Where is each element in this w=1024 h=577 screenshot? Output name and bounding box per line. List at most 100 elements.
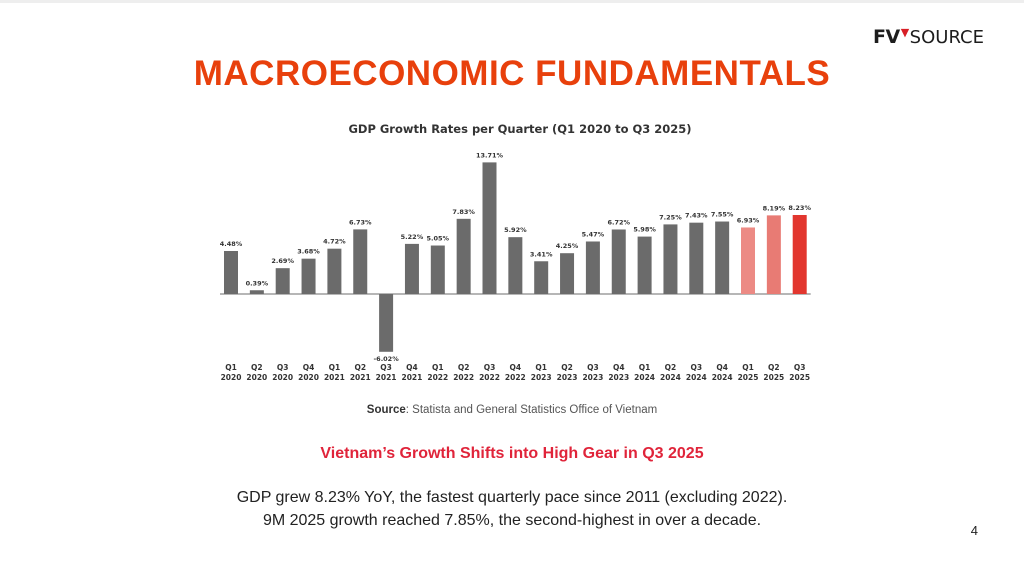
tick-year-9: 2022 [453,373,474,382]
tick-year-17: 2024 [660,373,681,382]
tick-quarter-5: Q2 [354,363,366,372]
data-label-4: 4.72% [323,238,346,246]
tick-year-7: 2021 [402,373,423,382]
bar-19 [715,221,730,294]
tick-year-14: 2023 [582,373,603,382]
tick-quarter-4: Q1 [329,363,341,372]
tick-quarter-19: Q4 [716,363,728,372]
tick-quarter-18: Q3 [690,363,702,372]
tick-quarter-17: Q2 [665,363,677,372]
data-label-6: -6.02% [373,355,399,363]
logo-prefix: FV [873,26,900,48]
data-label-18: 7.43% [685,212,708,220]
bar-6 [379,294,394,352]
tick-year-12: 2023 [531,373,552,382]
data-label-17: 7.25% [659,213,682,221]
data-label-20: 6.93% [737,216,760,224]
body-line-2: 9M 2025 growth reached 7.85%, the second… [262,512,762,529]
chart-title: GDP Growth Rates per Quarter (Q1 2020 to… [348,122,691,136]
bar-4 [327,248,342,294]
tick-quarter-21: Q2 [768,363,780,372]
tick-quarter-13: Q2 [561,363,573,372]
tick-year-21: 2025 [763,373,784,382]
data-label-0: 4.48% [220,240,243,248]
tick-year-3: 2020 [298,373,319,382]
logo-chevron-icon: ▼ [900,25,909,39]
tick-year-8: 2022 [427,373,448,382]
source-text: : Statista and General Statistics Office… [405,404,658,416]
source-label: Source [366,404,406,416]
bar-3 [301,258,316,294]
body-line-1: GDP grew 8.23% YoY, the fastest quarterl… [236,489,788,506]
bar-18 [689,222,704,294]
bar-21 [766,215,781,294]
bar-13 [560,253,575,294]
tick-year-19: 2024 [712,373,733,382]
tick-quarter-22: Q3 [794,363,806,372]
gdp-growth-chart: GDP Growth Rates per Quarter (Q1 2020 to… [220,118,820,388]
bar-14 [585,241,600,294]
logo-suffix: SOURCE [909,26,984,48]
top-divider [0,0,1024,3]
bar-10 [482,162,497,294]
bar-7 [404,243,419,294]
tick-quarter-9: Q2 [458,363,470,372]
tick-quarter-1: Q2 [251,363,263,372]
tick-year-13: 2023 [557,373,578,382]
tick-year-10: 2022 [479,373,500,382]
tick-year-5: 2021 [350,373,371,382]
bar-9 [456,218,471,294]
insight-subtitle: Vietnam’s Growth Shifts into High Gear i… [320,445,704,462]
bar-20 [741,227,755,294]
data-label-14: 5.47% [582,230,605,238]
tick-quarter-10: Q3 [484,363,496,372]
page-title: MACROECONOMIC FUNDAMENTALS [193,54,831,93]
tick-year-20: 2025 [738,373,759,382]
data-label-19: 7.55% [711,211,734,219]
bar-12 [534,261,549,294]
tick-year-6: 2021 [376,373,397,382]
insight-body: GDP grew 8.23% YoY, the fastest quarterl… [0,486,1024,532]
data-label-2: 2.69% [271,257,294,265]
data-label-8: 5.05% [427,235,450,243]
bar-5 [353,229,368,294]
bar-22 [792,214,807,294]
tick-year-4: 2021 [324,373,345,382]
tick-year-0: 2020 [221,373,242,382]
data-label-16: 5.98% [633,226,656,234]
chart-svg: GDP Growth Rates per Quarter (Q1 2020 to… [220,122,812,382]
tick-year-15: 2023 [608,373,629,382]
data-label-3: 3.68% [297,248,320,256]
bar-8 [430,245,445,294]
tick-quarter-3: Q4 [303,363,315,372]
tick-quarter-7: Q4 [406,363,418,372]
data-label-13: 4.25% [556,242,579,250]
tick-year-16: 2024 [634,373,655,382]
data-label-9: 7.83% [452,208,475,216]
source-note: Source: Statista and General Statistics … [0,404,1024,416]
data-label-12: 3.41% [530,250,553,258]
data-label-7: 5.22% [401,233,424,241]
tick-year-11: 2022 [505,373,526,382]
data-label-21: 8.19% [763,204,786,212]
tick-year-1: 2020 [246,373,267,382]
tick-year-22: 2025 [789,373,810,382]
fvsource-logo: FV ▼ SOURCE [873,25,984,49]
bar-16 [637,236,652,294]
data-label-22: 8.23% [788,204,811,212]
data-label-10: 13.71% [476,151,504,159]
data-label-5: 6.73% [349,218,372,226]
data-label-15: 6.72% [607,218,630,226]
tick-quarter-20: Q1 [742,363,754,372]
tick-quarter-14: Q3 [587,363,599,372]
tick-quarter-15: Q4 [613,363,625,372]
tick-quarter-12: Q1 [535,363,547,372]
tick-quarter-2: Q3 [277,363,289,372]
tick-quarter-6: Q3 [380,363,392,372]
bar-11 [508,237,523,294]
data-label-11: 5.92% [504,226,527,234]
bar-0 [224,250,238,294]
tick-quarter-11: Q4 [510,363,522,372]
tick-quarter-0: Q1 [225,363,237,372]
tick-quarter-16: Q1 [639,363,651,372]
